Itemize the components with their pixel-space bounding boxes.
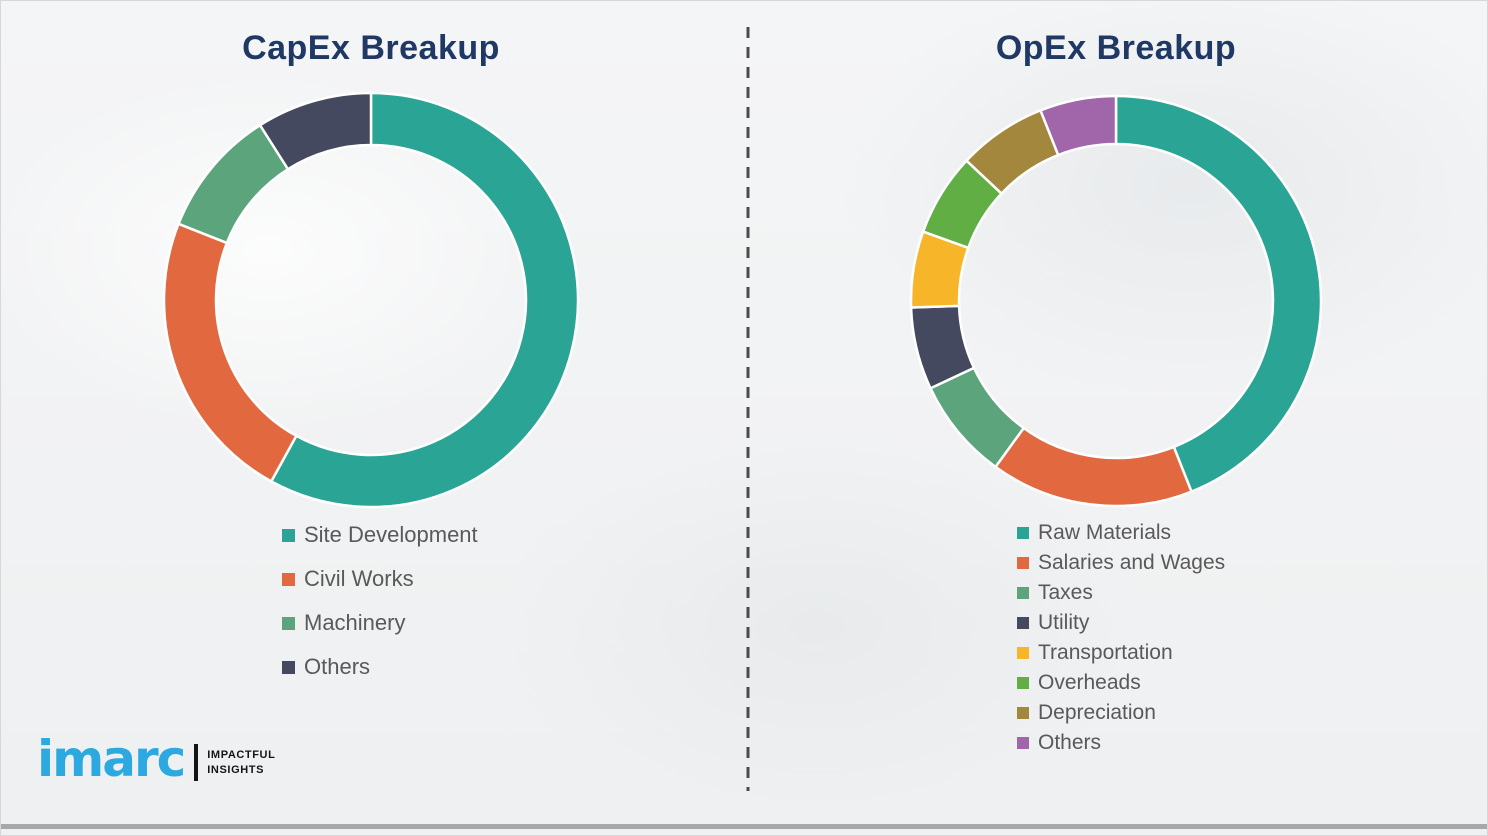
legend-marker [1017, 707, 1029, 719]
legend-marker [282, 616, 295, 630]
legend-item-others: Others [282, 645, 478, 689]
logo-tagline-line1: IMPACTFUL [207, 749, 276, 762]
legend-marker [282, 572, 295, 586]
legend-label: Transportation [1038, 641, 1173, 664]
legend-label: Others [304, 654, 371, 679]
legend-item-raw-materials: Raw Materials [1017, 518, 1225, 548]
logo-tagline: IMPACTFUL INSIGHTS [207, 748, 275, 777]
logo-divider-bar [194, 744, 199, 781]
donut-segment-raw-materials [1114, 94, 1323, 493]
donut-segment-others [258, 91, 373, 171]
legend-item-site-development: Site Development [282, 513, 478, 557]
capex-donut-chart [162, 91, 580, 509]
opex-donut-chart [909, 94, 1323, 508]
opex-legend: Raw Materials Salaries and Wages Taxes Util… [1017, 518, 1225, 758]
opex-chart-title: OpEx Breakup [995, 29, 1237, 67]
legend-label: Taxes [1038, 581, 1093, 604]
legend-item-taxes: Taxes [1017, 578, 1225, 608]
logo-tagline-line2: INSIGHTS [207, 763, 265, 776]
legend-marker [1017, 527, 1029, 539]
legend-label: Utility [1038, 611, 1090, 634]
legend-marker [282, 660, 295, 674]
vertical-dashed-divider [746, 27, 750, 791]
legend-label: Overheads [1038, 671, 1141, 694]
legend-item-machinery: Machinery [282, 601, 478, 645]
legend-marker [1017, 587, 1029, 599]
legend-label: Depreciation [1038, 701, 1156, 724]
donut-segment-others [1039, 94, 1118, 157]
capex-legend: Site Development Civil Works Machinery Othe… [282, 513, 478, 689]
imarc-wordmark: imarc [37, 730, 186, 788]
legend-item-overheads: Overheads [1017, 668, 1225, 698]
legend-item-depreciation: Depreciation [1017, 698, 1225, 728]
legend-label: Civil Works [304, 566, 414, 591]
bottom-border-bar [1, 824, 1487, 829]
legend-item-salaries-and-wages: Salaries and Wages [1017, 548, 1225, 578]
legend-marker [1017, 647, 1029, 659]
legend-label: Salaries and Wages [1038, 551, 1226, 574]
legend-marker [1017, 617, 1029, 629]
legend-marker [282, 528, 295, 542]
legend-item-civil-works: Civil Works [282, 557, 478, 601]
donut-segment-salaries-and-wages [994, 426, 1193, 508]
legend-marker [1017, 737, 1029, 749]
legend-label: Site Development [304, 522, 478, 547]
donut-segment-site-development [270, 91, 580, 509]
legend-label: Machinery [304, 610, 406, 635]
legend-marker [1017, 677, 1029, 689]
donut-segment-civil-works [162, 222, 298, 483]
legend-item-transportation: Transportation [1017, 638, 1225, 668]
legend-item-others: Others [1017, 728, 1225, 758]
legend-item-utility: Utility [1017, 608, 1225, 638]
legend-label: Raw Materials [1038, 521, 1172, 544]
capex-chart-title: CapEx Breakup [242, 29, 500, 67]
imarc-logo: imarc IMPACTFUL INSIGHTS [37, 730, 275, 788]
legend-marker [1017, 557, 1029, 569]
legend-label: Others [1038, 731, 1102, 754]
